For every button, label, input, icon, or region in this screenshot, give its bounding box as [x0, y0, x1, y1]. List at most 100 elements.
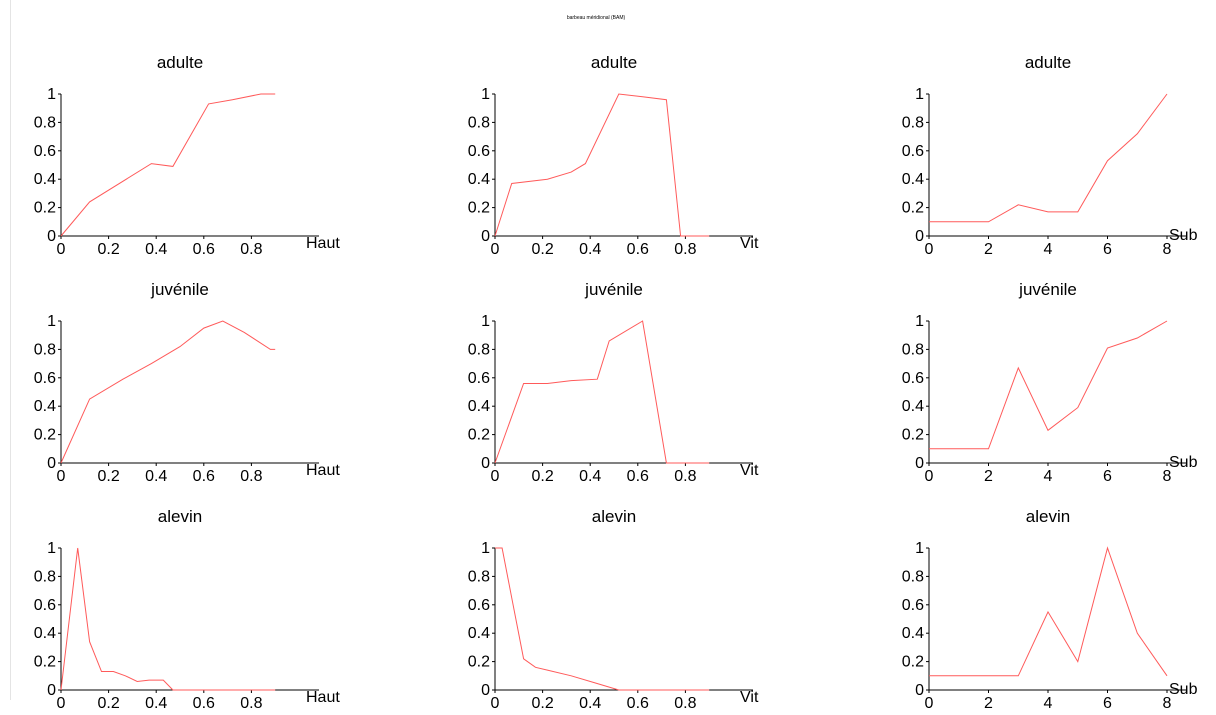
x-tick-label: 0.2: [97, 695, 119, 712]
y-tick-label: 0.4: [902, 625, 924, 642]
x-axis-label: Haut: [306, 689, 340, 706]
x-tick-label: 0.4: [579, 468, 601, 485]
y-tick-label: 0: [47, 682, 56, 699]
y-tick-label: 0.6: [468, 370, 490, 387]
y-tick-label: 0.4: [468, 171, 490, 188]
y-tick-label: 1: [47, 86, 56, 103]
y-tick-label: 0.6: [468, 143, 490, 160]
y-tick-label: 0.8: [468, 114, 490, 131]
x-tick-label: 0.8: [240, 468, 262, 485]
x-tick-label: 0.6: [193, 241, 215, 258]
x-tick-label: 4: [1044, 468, 1053, 485]
x-axis-label: Vit: [740, 689, 759, 706]
x-tick-label: 0: [925, 241, 934, 258]
y-tick-label: 1: [47, 540, 56, 557]
x-tick-label: 0.4: [145, 695, 167, 712]
y-tick-label: 0.2: [34, 427, 56, 444]
y-tick-label: 0.8: [468, 341, 490, 358]
y-tick-label: 0.6: [34, 143, 56, 160]
y-tick-label: 0: [915, 228, 924, 245]
y-tick-label: 0.8: [902, 114, 924, 131]
panel-title: juvénile: [150, 280, 209, 299]
x-tick-label: 8: [1163, 241, 1172, 258]
x-tick-label: 0.6: [627, 241, 649, 258]
y-tick-label: 0.2: [468, 654, 490, 671]
x-tick-label: 0: [491, 468, 500, 485]
x-tick-label: 2: [984, 241, 993, 258]
x-tick-label: 0.2: [97, 241, 119, 258]
panel-title: juvénile: [1018, 280, 1077, 299]
panel-title: alevin: [1026, 507, 1070, 526]
y-tick-label: 0.2: [34, 654, 56, 671]
x-tick-label: 0: [57, 241, 66, 258]
series-line: [929, 320, 1168, 450]
series-line: [494, 93, 710, 237]
y-tick-label: 0: [481, 228, 490, 245]
series-line: [929, 546, 1168, 677]
series-line: [60, 320, 276, 464]
x-tick-label: 0.8: [674, 695, 696, 712]
x-tick-label: 0.8: [674, 241, 696, 258]
y-tick-label: 1: [915, 540, 924, 557]
y-tick-label: 1: [481, 86, 490, 103]
y-tick-label: 0.8: [34, 114, 56, 131]
x-axis-label: Sub: [1169, 681, 1198, 698]
x-tick-label: 0.6: [627, 468, 649, 485]
y-tick-label: 0.4: [468, 625, 490, 642]
y-tick-label: 0.6: [902, 597, 924, 614]
y-tick-label: 0.6: [902, 370, 924, 387]
series-line: [60, 93, 276, 237]
y-tick-label: 1: [47, 313, 56, 330]
x-tick-label: 0.6: [627, 695, 649, 712]
x-tick-label: 4: [1044, 241, 1053, 258]
x-tick-label: 6: [1103, 468, 1112, 485]
x-tick-label: 0.2: [531, 695, 553, 712]
x-axis-label: Haut: [306, 235, 340, 252]
series-line: [494, 320, 710, 464]
x-tick-label: 0.4: [145, 468, 167, 485]
y-tick-label: 0.6: [34, 597, 56, 614]
chart-panel-4: juvénile 0 0.2 0.4 0.6 0.8 1 0 0.2 0.4 0.6 0.8 Haut: [34, 280, 341, 485]
x-tick-label: 0.4: [145, 241, 167, 258]
y-tick-label: 0.6: [902, 143, 924, 160]
x-tick-label: 6: [1103, 241, 1112, 258]
y-tick-label: 1: [915, 86, 924, 103]
y-tick-label: 0.2: [34, 200, 56, 217]
y-tick-label: 0.2: [902, 200, 924, 217]
y-tick-label: 0: [47, 228, 56, 245]
x-tick-label: 6: [1103, 695, 1112, 712]
chart-panel-7: alevin 0 0.2 0.4 0.6 0.8 1 0 0.2 0.4 0.6 0.8 Haut: [34, 507, 341, 712]
y-tick-label: 0: [481, 682, 490, 699]
chart-panel-2: adulte 0 0.2 0.4 0.6 0.8 1 0 0.2 0.4 0.6 0.8 Vit: [468, 53, 759, 258]
y-tick-label: 0.2: [468, 427, 490, 444]
y-tick-label: 0.6: [468, 597, 490, 614]
x-axis-label: Vit: [740, 462, 759, 479]
panel-title: adulte: [1025, 53, 1071, 72]
series-line: [60, 547, 276, 691]
y-tick-label: 0: [481, 455, 490, 472]
y-tick-label: 0.8: [34, 568, 56, 585]
y-tick-label: 0: [915, 682, 924, 699]
series-line: [929, 93, 1168, 223]
y-tick-label: 0.6: [34, 370, 56, 387]
x-tick-label: 0: [925, 468, 934, 485]
y-tick-label: 0.8: [902, 568, 924, 585]
panel-title: alevin: [158, 507, 202, 526]
x-tick-label: 8: [1163, 695, 1172, 712]
chart-panel-1: adulte 0 0.2 0.4 0.6 0.8 1 0 0.2 0.4 0.6 0.8 Haut: [34, 53, 341, 258]
y-tick-label: 0.4: [34, 625, 56, 642]
y-tick-label: 0.2: [468, 200, 490, 217]
chart-panel-8: alevin 0 0.2 0.4 0.6 0.8 1 0 0.2 0.4 0.6 0.8 Vit: [468, 507, 759, 712]
x-tick-label: 0.2: [531, 468, 553, 485]
chart-panel-5: juvénile 0 0.2 0.4 0.6 0.8 1 0 0.2 0.4 0.6 0.8 Vit: [468, 280, 759, 485]
y-tick-label: 1: [915, 313, 924, 330]
series-line: [495, 547, 710, 691]
x-tick-label: 2: [984, 695, 993, 712]
y-tick-label: 0.4: [468, 398, 490, 415]
x-tick-label: 0.4: [579, 695, 601, 712]
